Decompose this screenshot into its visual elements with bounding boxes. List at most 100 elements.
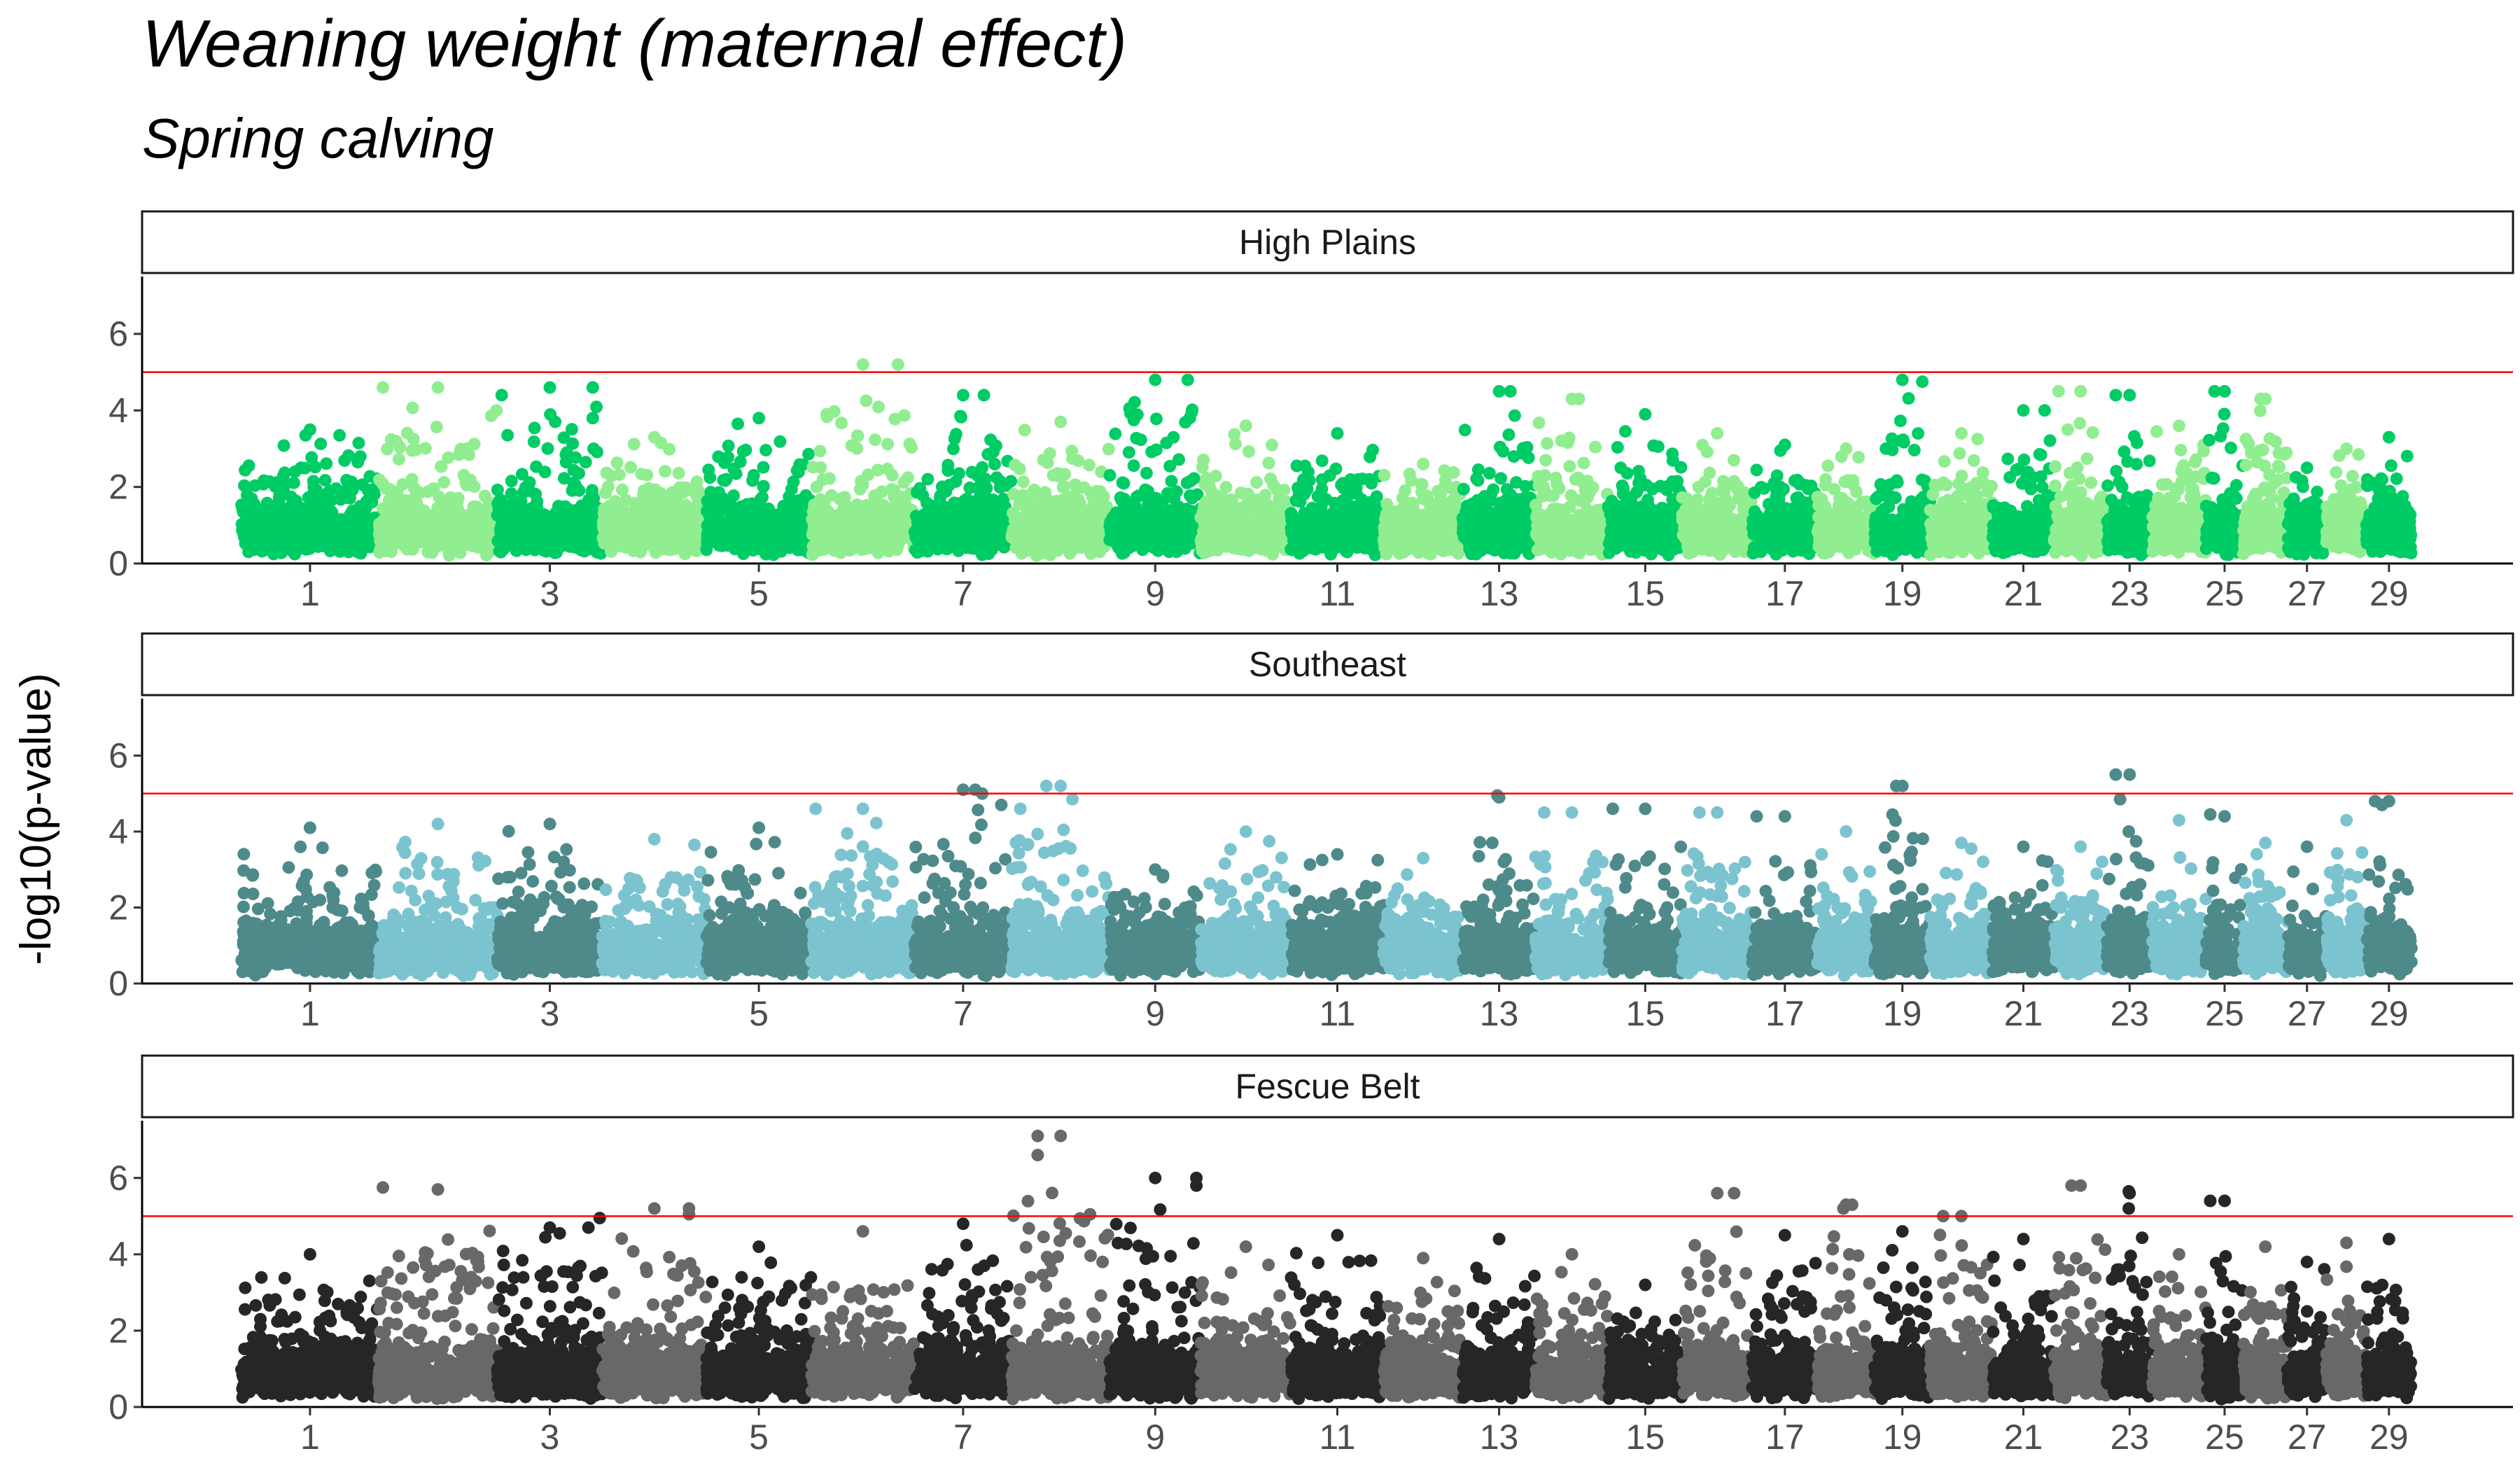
- data-point: [1589, 441, 1602, 454]
- data-point: [886, 483, 898, 496]
- data-point: [1470, 472, 1483, 485]
- data-point: [864, 524, 876, 537]
- data-point: [1232, 542, 1245, 555]
- data-point: [752, 412, 765, 424]
- data-point: [1030, 546, 1042, 559]
- data-point: [247, 500, 260, 513]
- data-point: [1242, 445, 1255, 458]
- data-point: [401, 427, 414, 440]
- data-point: [1057, 481, 1070, 493]
- data-point: [1028, 484, 1041, 496]
- data-point: [1459, 424, 1471, 436]
- data-point: [539, 465, 552, 478]
- data-point: [1298, 460, 1311, 472]
- data-point: [661, 512, 673, 525]
- data-point: [701, 503, 714, 516]
- data-point: [1338, 482, 1350, 494]
- data-point: [659, 465, 671, 477]
- data-point: [706, 524, 719, 536]
- data-point: [785, 483, 798, 496]
- data-point: [941, 464, 954, 477]
- data-point: [1331, 427, 1344, 440]
- data-point: [1448, 494, 1460, 507]
- data-point: [1014, 514, 1027, 526]
- data-point: [295, 461, 307, 474]
- data-point: [682, 543, 695, 556]
- data-point: [528, 421, 541, 434]
- data-point: [757, 480, 770, 493]
- data-point: [1416, 478, 1429, 491]
- data-point: [563, 507, 575, 520]
- data-point: [839, 498, 852, 511]
- data-point: [947, 442, 960, 455]
- data-point: [1438, 464, 1451, 477]
- data-point: [1508, 410, 1521, 422]
- data-point: [1330, 463, 1343, 475]
- data-point: [1406, 517, 1418, 530]
- data-point: [587, 491, 599, 503]
- data-point: [608, 508, 621, 521]
- data-point: [1501, 502, 1513, 514]
- data-point: [1152, 543, 1164, 556]
- data-point: [1273, 492, 1286, 505]
- data-point: [1355, 493, 1368, 506]
- data-point: [865, 505, 878, 518]
- data-point: [251, 519, 263, 532]
- data-point: [825, 514, 838, 527]
- data-point: [1250, 500, 1263, 513]
- data-point: [1483, 467, 1496, 479]
- data-point: [1104, 469, 1116, 482]
- data-point: [1229, 438, 1242, 450]
- data-point: [394, 441, 407, 454]
- data-point: [905, 441, 918, 454]
- data-point: [461, 442, 474, 455]
- data-point: [850, 533, 862, 546]
- data-point: [948, 503, 961, 516]
- data-point: [927, 500, 940, 512]
- data-point: [373, 474, 386, 486]
- data-point: [1533, 416, 1546, 429]
- data-point: [872, 400, 885, 413]
- data-point: [718, 456, 731, 469]
- data-point: [958, 517, 970, 529]
- data-point: [736, 522, 748, 535]
- data-point: [618, 519, 631, 531]
- data-point: [1261, 512, 1274, 525]
- data-point: [1490, 520, 1503, 533]
- data-point: [871, 489, 883, 501]
- data-point: [397, 478, 410, 491]
- data-point: [1049, 531, 1062, 543]
- data-point: [649, 483, 662, 496]
- data-point: [1128, 414, 1140, 426]
- data-point: [857, 358, 869, 371]
- data-point: [902, 471, 914, 484]
- data-point: [344, 492, 356, 505]
- data-point: [393, 453, 405, 465]
- data-point: [1310, 542, 1323, 554]
- data-point: [1424, 539, 1436, 552]
- data-point: [792, 531, 804, 543]
- data-point: [1128, 396, 1141, 409]
- data-point: [727, 507, 740, 519]
- data-point: [934, 489, 947, 502]
- data-point: [243, 459, 255, 472]
- data-point: [648, 431, 661, 444]
- data-point: [972, 469, 984, 482]
- data-point: [485, 410, 498, 422]
- data-point: [876, 500, 889, 512]
- data-point: [505, 475, 518, 487]
- data-point: [307, 475, 320, 488]
- data-point: [270, 476, 283, 489]
- data-point: [1457, 517, 1470, 529]
- y-axis-label: -log10(p-value): [12, 673, 60, 965]
- data-point: [501, 429, 514, 442]
- data-point: [452, 492, 465, 505]
- data-point: [544, 382, 556, 394]
- data-point: [886, 469, 899, 482]
- data-point: [400, 523, 412, 536]
- data-point: [1102, 443, 1115, 456]
- data-point: [911, 486, 923, 498]
- data-point: [788, 503, 800, 516]
- data-point: [914, 522, 927, 535]
- data-point: [739, 444, 752, 456]
